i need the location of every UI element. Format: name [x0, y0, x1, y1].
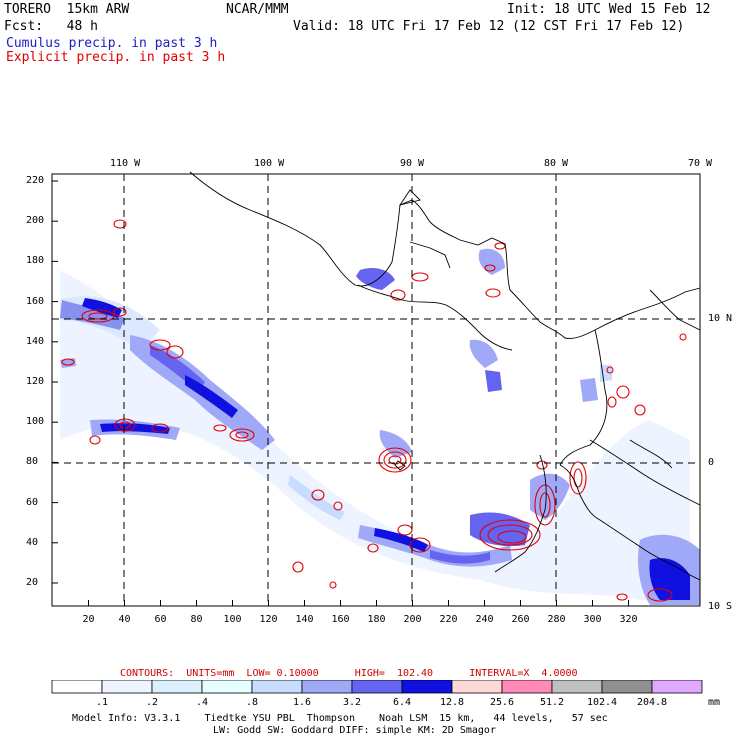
- model-info-line1: Model Info: V3.3.1 Tiedtke YSU PBL Thomp…: [72, 713, 608, 724]
- y-tick-label: 120: [26, 376, 45, 387]
- x-axis-ticks: [88, 600, 629, 606]
- x-tick-label: 160: [331, 614, 350, 625]
- lon-label-80w: 80 W: [544, 158, 569, 169]
- colorbar-label: 102.4: [586, 697, 618, 708]
- colorbar-swatch: [401, 680, 453, 694]
- model-name: TORERO 15km ARW: [4, 2, 130, 17]
- x-tick-label: 20: [82, 614, 95, 625]
- explicit-precip-contours: [61, 219, 687, 602]
- y-tick-label: 140: [26, 335, 45, 347]
- x-tick-label: 180: [367, 614, 386, 625]
- colorbar-label: .8: [245, 697, 259, 708]
- colorbar-label: 6.4: [392, 697, 412, 708]
- colorbar-swatch: [201, 680, 253, 694]
- colorbar-swatch: [501, 680, 553, 694]
- colorbar-swatch: [301, 680, 353, 694]
- lon-label-110w: 110 W: [110, 158, 141, 169]
- y-tick-label: 100: [26, 416, 45, 428]
- legend-cumulus: Cumulus precip. in past 3 h: [6, 36, 218, 51]
- colorbar-label: .2: [145, 697, 159, 708]
- colorbar-label: 204.8: [636, 697, 668, 708]
- y-tick-label: 80: [26, 456, 39, 468]
- cumulus-precip-field: [60, 248, 700, 605]
- colorbar-swatch: [151, 680, 203, 694]
- colorbar-swatch: [551, 680, 603, 694]
- y-tick-label: 200: [26, 215, 45, 227]
- lat-label-0: 0: [708, 457, 715, 468]
- x-tick-label: 220: [439, 614, 458, 625]
- colorbar-label: 25.6: [489, 697, 515, 708]
- contour-info: CONTOURS: UNITS=mm LOW= 0.10000 HIGH= 10…: [120, 668, 578, 679]
- lon-label-90w: 90 W: [400, 158, 425, 169]
- model-info-line2: LW: Godd SW: Goddard DIFF: simple KM: 2D…: [213, 725, 496, 736]
- legend-explicit: Explicit precip. in past 3 h: [6, 50, 226, 65]
- x-tick-label: 120: [259, 614, 278, 625]
- latlon-grid: [52, 174, 700, 606]
- colorbar-swatch: [251, 680, 303, 694]
- x-tick-label: 140: [295, 614, 314, 625]
- colorbar-swatch: [351, 680, 403, 694]
- colorbar: [51, 680, 703, 694]
- lat-label-10s: 10 S: [708, 601, 733, 612]
- colorbar-swatch: [601, 680, 653, 694]
- colorbar-unit: mm: [707, 697, 721, 708]
- top-lon-ticks: [123, 174, 701, 180]
- x-tick-label: 100: [223, 614, 242, 625]
- lon-label-70w: 70 W: [688, 158, 713, 169]
- coastlines: [189, 171, 701, 581]
- organization: NCAR/MMM: [226, 2, 289, 17]
- init-time: Init: 18 UTC Wed 15 Feb 12: [507, 2, 711, 17]
- y-axis-ticks: [52, 180, 58, 584]
- colorbar-label: .1: [95, 697, 109, 708]
- colorbar-label: 3.2: [342, 697, 362, 708]
- colorbar-label: 12.8: [439, 697, 465, 708]
- colorbar-label: 51.2: [539, 697, 565, 708]
- y-tick-label: 20: [26, 577, 39, 588]
- colorbar-swatch: [101, 680, 153, 694]
- x-tick-label: 320: [619, 614, 638, 625]
- y-tick-label: 160: [26, 295, 45, 307]
- y-tick-label: 180: [26, 255, 45, 267]
- lon-label-100w: 100 W: [254, 158, 285, 169]
- y-tick-label: 40: [26, 536, 39, 548]
- colorbar-label: .4: [195, 697, 209, 708]
- y-tick-label: 220: [26, 175, 45, 186]
- colorbar-swatch: [451, 680, 503, 694]
- x-tick-label: 40: [118, 614, 131, 625]
- x-tick-label: 80: [190, 614, 203, 625]
- forecast-hour: Fcst: 48 h: [4, 19, 98, 34]
- x-tick-label: 280: [547, 614, 566, 625]
- lat-label-10n: 10 N: [708, 313, 733, 324]
- colorbar-label: 1.6: [292, 697, 312, 708]
- y-tick-label: 60: [26, 496, 39, 508]
- colorbar-swatch: [51, 680, 103, 694]
- x-tick-label: 200: [403, 614, 422, 625]
- x-tick-label: 260: [511, 614, 530, 625]
- colorbar-swatch: [651, 680, 703, 694]
- x-tick-label: 300: [583, 614, 602, 625]
- valid-time: Valid: 18 UTC Fri 17 Feb 12 (12 CST Fri …: [293, 19, 685, 34]
- x-tick-label: 60: [154, 614, 167, 625]
- x-tick-label: 240: [475, 614, 494, 625]
